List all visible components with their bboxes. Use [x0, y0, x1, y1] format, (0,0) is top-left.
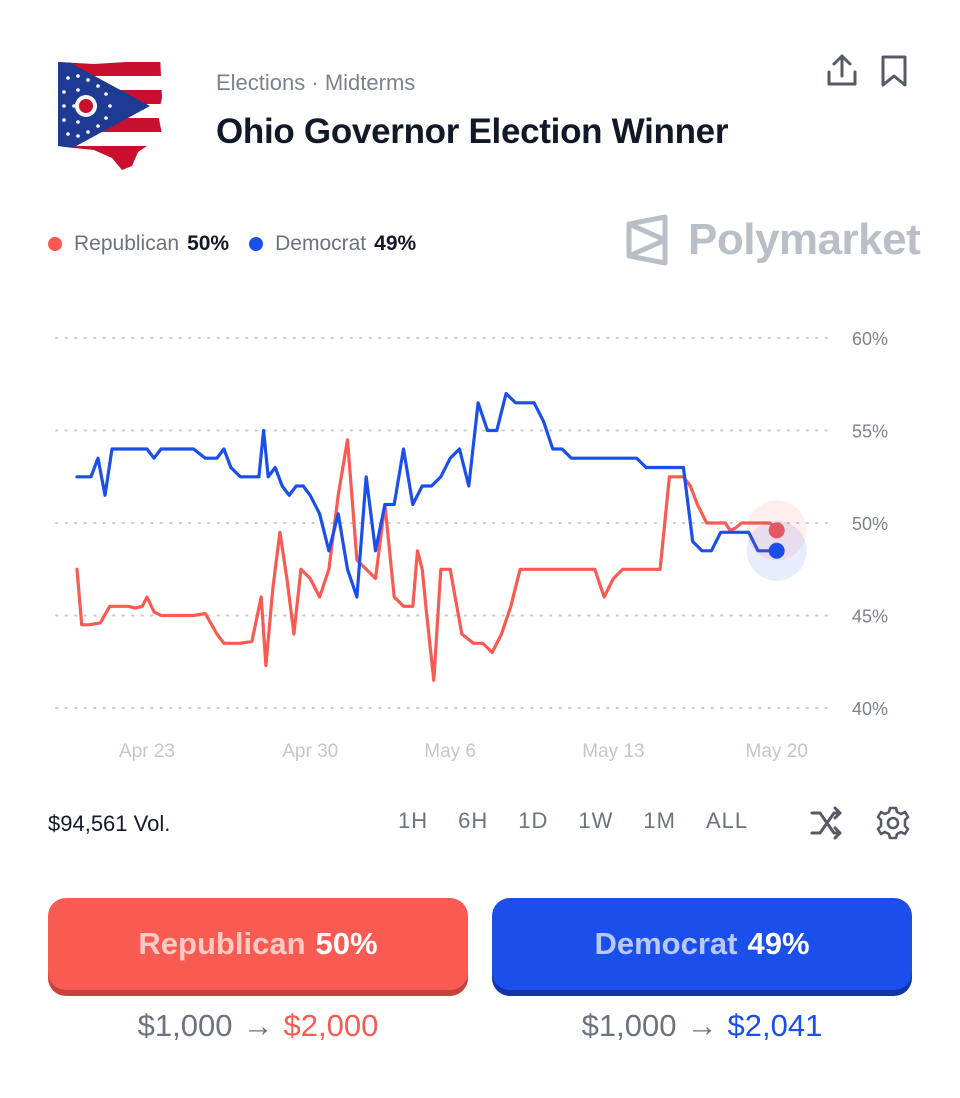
payout-stake: $1,000 — [137, 1008, 233, 1043]
range-1h[interactable]: 1H — [398, 808, 429, 833]
page-title: Ohio Governor Election Winner — [216, 112, 729, 151]
arrow-right-icon: → — [242, 1008, 274, 1043]
legend-item-republican: Republican 50% — [48, 232, 229, 256]
series-line-republican — [75, 438, 779, 682]
gear-icon[interactable] — [875, 805, 911, 841]
buy-democrat-button[interactable]: Democrat 49% — [492, 898, 912, 990]
buy-republican-button[interactable]: Republican 50% — [48, 898, 468, 990]
button-label: Democrat — [594, 926, 738, 961]
x-tick-label: May 20 — [746, 741, 808, 762]
range-all[interactable]: ALL — [705, 808, 749, 833]
legend-item-democrat: Democrat 49% — [249, 232, 416, 256]
brand-name: Polymarket — [688, 215, 921, 264]
legend-dot-democrat — [249, 237, 264, 251]
volume-label: $94,561 Vol. — [48, 811, 171, 836]
payout-republican: $1,000 → $2,000 — [48, 1008, 468, 1044]
legend-value: 50% — [187, 232, 230, 255]
series-line-democrat — [75, 391, 779, 599]
polymarket-logo: Polymarket — [624, 214, 921, 266]
current-value-dot-republican — [768, 522, 785, 539]
y-tick-label: 40% — [852, 699, 888, 719]
range-1w[interactable]: 1W — [578, 808, 614, 833]
range-1m[interactable]: 1M — [643, 808, 676, 833]
button-price: 49% — [747, 926, 810, 961]
payout-return: $2,000 — [283, 1008, 379, 1043]
current-value-dot-democrat — [768, 542, 785, 559]
bookmark-icon[interactable] — [876, 52, 912, 90]
legend-value: 49% — [374, 232, 417, 255]
shuffle-icon[interactable] — [808, 805, 844, 841]
y-tick-label: 60% — [852, 329, 888, 349]
chart-legend: Republican 50% Democrat 49% — [48, 232, 436, 256]
ohio-flag-icon — [58, 54, 162, 170]
y-tick-label: 45% — [852, 607, 888, 627]
x-tick-label: Apr 30 — [282, 741, 338, 762]
time-range-selector: 1H 6H 1D 1W 1M ALL — [398, 808, 778, 834]
legend-name: Democrat — [275, 232, 367, 255]
x-tick-label: May 6 — [424, 741, 476, 762]
legend-dot-republican — [48, 237, 62, 251]
polymarket-logo-icon — [626, 214, 668, 266]
y-tick-label: 55% — [852, 422, 888, 442]
button-label: Republican — [138, 926, 306, 961]
y-tick-label: 50% — [852, 514, 888, 534]
range-1d[interactable]: 1D — [518, 808, 549, 833]
button-price: 50% — [315, 926, 378, 961]
range-6h[interactable]: 6H — [458, 808, 489, 833]
payout-stake: $1,000 — [581, 1008, 677, 1043]
share-icon[interactable] — [824, 52, 860, 90]
arrow-right-icon: → — [686, 1008, 718, 1043]
breadcrumb: Elections · Midterms — [216, 70, 416, 95]
price-chart: 60% 55% 50% 45% 40% Apr 23 Apr 30 May 6 May 13 Ma… — [55, 329, 888, 762]
legend-name: Republican — [74, 232, 180, 255]
x-tick-label: Apr 23 — [119, 741, 175, 762]
payout-return: $2,041 — [727, 1008, 823, 1043]
x-tick-label: May 13 — [582, 741, 644, 762]
payout-democrat: $1,000 → $2,041 — [492, 1008, 912, 1044]
